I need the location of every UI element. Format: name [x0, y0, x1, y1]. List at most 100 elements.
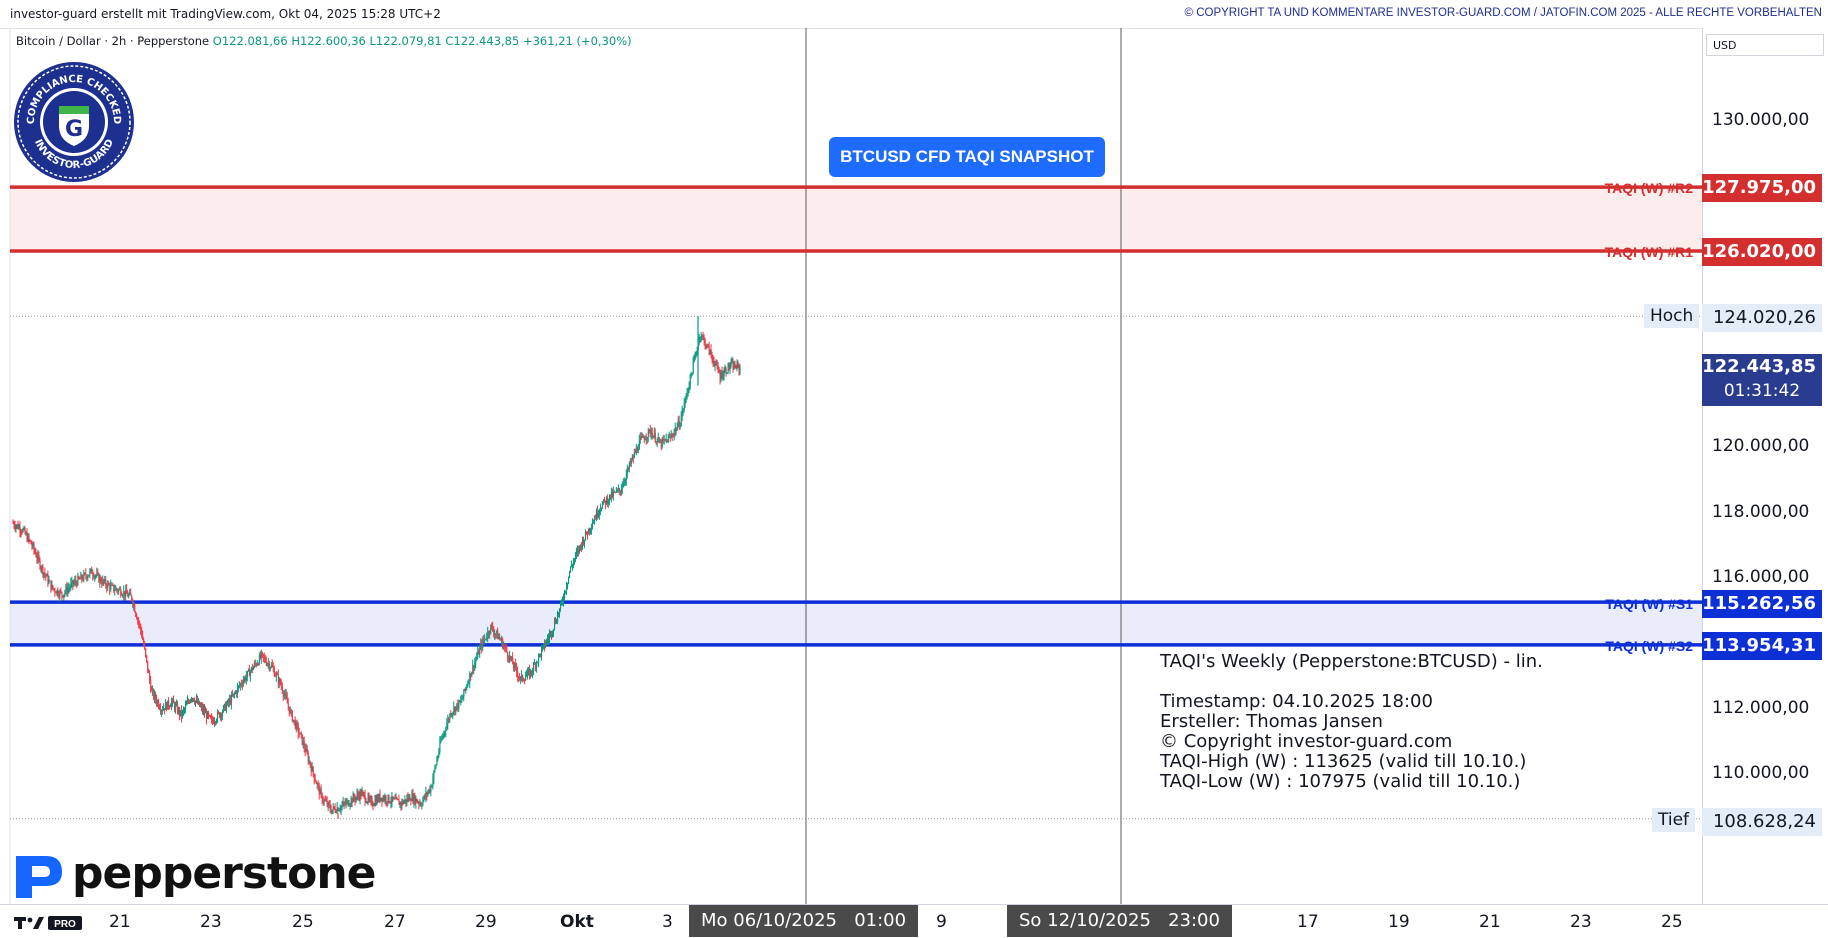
candle-body: [24, 528, 26, 534]
time-tick: 19: [1388, 912, 1410, 932]
candle-body: [75, 580, 77, 583]
candle-body: [61, 591, 63, 596]
candle-body: [382, 797, 384, 802]
candle-body: [239, 685, 241, 687]
candle-body: [113, 584, 115, 591]
candle-body: [199, 701, 201, 707]
candle-body: [335, 811, 337, 813]
price-tick: 120.000,00: [1712, 436, 1810, 456]
snapshot-label[interactable]: BTCUSD CFD TAQI SNAPSHOT: [829, 137, 1105, 177]
candle-body: [320, 789, 322, 794]
candle-body: [479, 647, 481, 655]
candle-body: [725, 368, 727, 374]
candle-body: [57, 590, 59, 596]
candle-body: [589, 528, 591, 531]
candle-body: [226, 704, 228, 711]
candle-body: [421, 805, 423, 807]
candle-body: [248, 669, 250, 672]
candle-body: [668, 436, 670, 438]
candle-body: [201, 706, 203, 708]
candle-body: [524, 680, 526, 682]
candle-body: [723, 371, 725, 377]
candle-body: [350, 798, 352, 805]
candle-body: [462, 696, 464, 700]
candle-body: [50, 581, 52, 590]
candle-body: [679, 425, 681, 428]
candle-body: [218, 712, 220, 714]
candle-body: [366, 801, 368, 803]
candle-body: [203, 709, 205, 712]
candle-body: [633, 452, 635, 458]
candle-body: [241, 683, 243, 685]
candle-body: [59, 591, 61, 597]
candle-body: [682, 410, 684, 412]
candle-body: [673, 431, 675, 436]
candle-body: [416, 798, 418, 803]
candle-body: [532, 671, 534, 673]
candle-body: [273, 669, 275, 677]
candle-body: [432, 778, 434, 786]
candle-body: [187, 701, 189, 704]
candle-body: [180, 710, 182, 715]
candle-body: [543, 643, 545, 646]
candle-body: [92, 573, 94, 576]
pepperstone-logo-icon: [16, 856, 62, 898]
candle-body: [91, 568, 93, 574]
candle-body: [230, 699, 232, 704]
candle-body: [739, 367, 741, 371]
candle-body: [216, 720, 218, 723]
candle-body: [58, 595, 60, 597]
candle-body: [393, 798, 395, 800]
candle-body: [731, 362, 733, 364]
candle-body: [445, 729, 447, 732]
candle-body: [614, 491, 616, 493]
price-tick: 110.000,00: [1712, 763, 1810, 783]
current-price-box: 122.443,85 01:31:42: [1702, 354, 1822, 406]
candle-body: [710, 349, 712, 356]
taqi-info-block: TAQI's Weekly (Pepperstone:BTCUSD) - lin…: [1160, 652, 1543, 792]
candle-body: [101, 582, 103, 585]
candle-body: [330, 809, 332, 814]
candle-body: [515, 663, 517, 667]
candle-body: [45, 574, 47, 577]
candle-body: [161, 710, 163, 712]
candle-body: [613, 491, 615, 493]
candle-body: [149, 672, 151, 681]
candle-body: [400, 802, 402, 806]
candle-body: [715, 362, 717, 365]
candle-body: [598, 514, 600, 516]
candle-body: [310, 765, 312, 772]
candle-body: [504, 646, 506, 648]
candle-body: [38, 555, 40, 560]
time-badge-1-date: Mo 06/10/2025: [701, 910, 838, 931]
candle-body: [106, 585, 108, 588]
candle-body: [394, 798, 396, 800]
candle-body: [478, 650, 480, 655]
candle-body: [308, 761, 310, 763]
candle-body: [64, 591, 66, 595]
candle-body: [371, 799, 373, 806]
candle-body: [16, 524, 18, 526]
candle-body: [20, 531, 22, 533]
candle-body: [282, 691, 284, 696]
candle-body: [272, 666, 274, 670]
candle-body: [590, 529, 592, 531]
candle-body: [176, 704, 178, 706]
candle-body: [41, 566, 43, 569]
time-badge-1-time: 01:00: [854, 910, 907, 931]
candle-body: [501, 639, 503, 641]
candlestick-chart[interactable]: [0, 28, 1702, 904]
candle-body: [301, 734, 303, 745]
currency-selector[interactable]: USD: [1706, 34, 1824, 56]
candle-body: [395, 797, 397, 800]
candle-body: [460, 700, 462, 702]
candle-body: [238, 685, 240, 688]
candle-body: [704, 339, 706, 347]
candle-body: [390, 802, 392, 804]
candle-body: [514, 663, 516, 668]
candle-body: [709, 349, 711, 354]
candle-body: [313, 773, 315, 780]
candle-body: [140, 624, 142, 631]
candle-body: [693, 358, 695, 362]
candle-body: [35, 552, 37, 557]
